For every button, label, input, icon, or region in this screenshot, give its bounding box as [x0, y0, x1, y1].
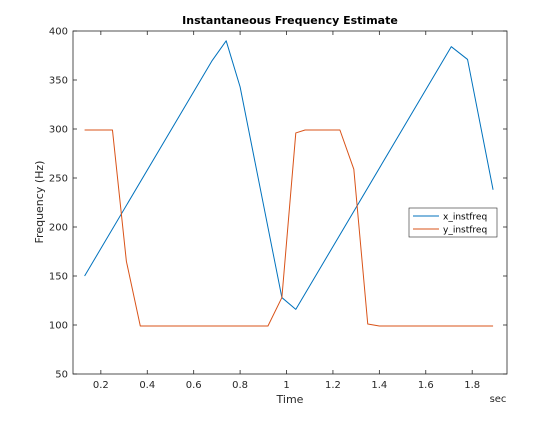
x-tick-label: 1.8: [464, 380, 480, 391]
y-tick-label: 150: [49, 272, 68, 283]
x-tick-label: 1.4: [371, 380, 387, 391]
series-line-x_instfreq: [84, 40, 494, 310]
legend-box: [408, 207, 498, 238]
ticks-layer: 0.2 0.4 0.6 0.8 1 1.2 1.4 1.6 1.8 50 100 150 200 250 3…: [49, 27, 507, 391]
chart-title: Instantaneous Frequency Estimate: [182, 14, 398, 27]
y-axis-label: Frequency (Hz): [33, 161, 46, 244]
y-tick-label: 400: [49, 27, 68, 38]
legend-label: x_instfreq: [443, 213, 487, 223]
x-tick-label: 0.6: [186, 380, 202, 391]
x-tick-label: 0.4: [139, 380, 155, 391]
x-unit-label: sec: [490, 394, 507, 405]
x-tick-label: 1.6: [418, 380, 434, 391]
y-tick-label: 100: [49, 321, 68, 332]
legend: x_instfreq y_instfreq: [408, 207, 498, 238]
x-axis-label: Time: [276, 393, 304, 406]
y-tick-label: 200: [49, 223, 68, 234]
x-tick-label: 0.8: [232, 380, 248, 391]
axes-box: [72, 30, 508, 375]
y-tick-label: 300: [49, 125, 68, 136]
x-tick-label: 1: [283, 380, 289, 391]
series-layer: [84, 40, 494, 327]
y-tick-label: 50: [55, 370, 68, 381]
y-tick-label: 350: [49, 76, 68, 87]
legend-label: y_instfreq: [443, 226, 487, 236]
x-tick-label: 0.2: [93, 380, 109, 391]
x-tick-label: 1.2: [325, 380, 341, 391]
y-tick-label: 250: [49, 174, 68, 185]
series-line-y_instfreq: [84, 129, 494, 327]
